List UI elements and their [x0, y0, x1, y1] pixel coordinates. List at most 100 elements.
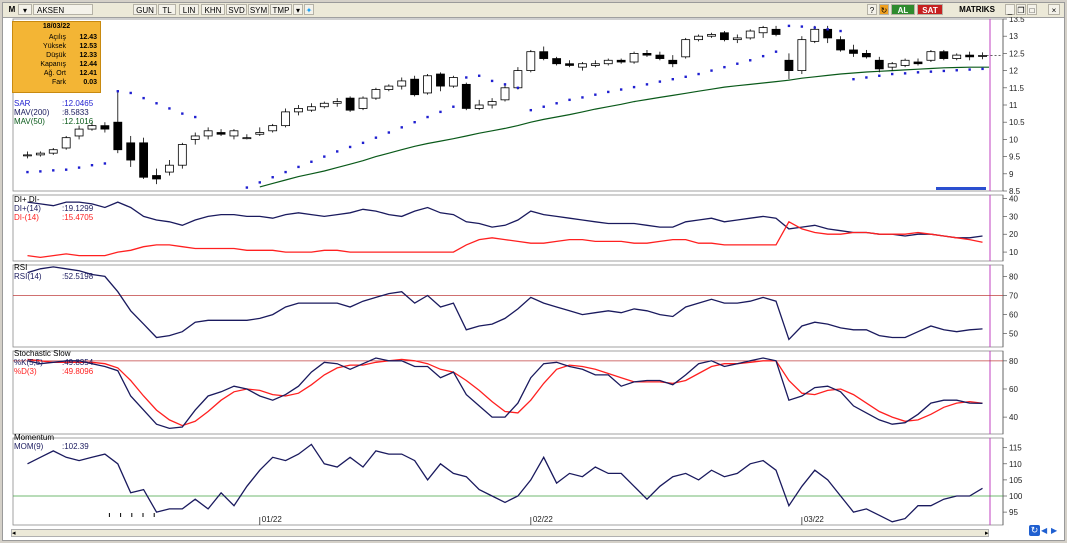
candle: [552, 58, 562, 65]
info-label: Fark: [52, 79, 66, 86]
y-tick-label: 10: [1009, 135, 1018, 144]
legend-mav50: MAV(50) :12.1016: [14, 117, 93, 126]
chevron-down-icon[interactable]: ▾: [293, 4, 303, 15]
candle: [900, 59, 910, 66]
info-icon[interactable]: ?: [867, 4, 877, 15]
legend-rsi-name: RSI(14): [14, 272, 42, 281]
sar-point: [271, 176, 274, 179]
y-tick-label: 13.5: [1009, 17, 1025, 24]
candle: [655, 54, 665, 59]
scroll-left-icon[interactable]: ◂: [12, 530, 16, 537]
volume-button[interactable]: SVD: [226, 4, 247, 15]
legend-stoch-d-value: :49.8096: [62, 367, 94, 376]
legend-momentum-name: MOM(9): [14, 442, 44, 451]
info-value: 12.43: [79, 34, 97, 41]
buy-button[interactable]: AL: [891, 4, 915, 15]
y-tick-label: 12: [1009, 67, 1018, 76]
y-tick-label: 12.5: [1009, 49, 1025, 58]
info-value: 12.41: [79, 70, 97, 77]
series-line-di-14-: [27, 220, 983, 259]
currency-button[interactable]: TL: [158, 4, 176, 15]
legend-diminus: DI-(14):15.4705: [14, 213, 93, 222]
candle: [48, 149, 58, 154]
horizontal-scrollbar[interactable]: [11, 529, 989, 537]
candle: [978, 55, 987, 57]
symbol-dropdown-icon[interactable]: ▾: [18, 4, 32, 15]
candle: [590, 63, 600, 66]
legend-stoch-k-value: :49.8354: [62, 358, 94, 367]
maximize-icon[interactable]: □: [1027, 4, 1037, 15]
candle: [177, 144, 187, 166]
sar-point: [26, 170, 29, 174]
sar-point: [142, 96, 145, 100]
sar-point: [891, 72, 894, 76]
candle: [681, 39, 691, 58]
dmi-title: DI+ DI-: [14, 195, 40, 204]
candle: [771, 28, 781, 35]
y-tick-label: 11.5: [1009, 84, 1025, 93]
sar-point: [697, 72, 700, 76]
info-value: 12.53: [79, 43, 97, 50]
template-button[interactable]: TMP: [270, 4, 292, 15]
y-tick-label: 70: [1009, 292, 1018, 301]
candle: [810, 28, 820, 42]
sar-point: [878, 74, 881, 77]
candle: [61, 137, 71, 149]
series-line-di-14-: [27, 201, 983, 239]
y-tick-label: 60: [1009, 311, 1018, 320]
period-button[interactable]: GUN: [133, 4, 157, 15]
twitter-icon[interactable]: ✦: [304, 4, 314, 15]
sar-point: [749, 59, 752, 62]
sar-point: [787, 24, 791, 28]
sync-icon[interactable]: ↻: [1029, 525, 1040, 536]
sar-point: [103, 162, 107, 165]
sar-point: [968, 68, 971, 71]
sar-point: [310, 160, 313, 163]
candle: [100, 125, 110, 130]
candle: [849, 49, 858, 54]
sar-point: [194, 115, 197, 119]
candle: [642, 53, 652, 56]
sell-button[interactable]: SAT: [917, 4, 943, 15]
close-icon[interactable]: ×: [1048, 4, 1060, 15]
symbol-field[interactable]: AKSEN: [33, 4, 93, 15]
sar-point: [736, 62, 739, 65]
linear-button[interactable]: LIN: [179, 4, 199, 15]
sar-point: [929, 70, 933, 73]
nav-right-icon[interactable]: ▶: [1051, 526, 1058, 535]
candle: [487, 101, 497, 106]
scroll-right-icon[interactable]: ▸: [985, 530, 989, 537]
candle: [397, 80, 407, 87]
restore-icon[interactable]: ❐: [1016, 4, 1026, 15]
symbol-button[interactable]: SYM: [248, 4, 269, 15]
y-tick-label: 80: [1009, 272, 1018, 281]
app-logo: M: [8, 5, 16, 14]
sar-point: [684, 75, 687, 78]
info-label: Yüksek: [43, 43, 66, 50]
sar-point: [348, 145, 352, 149]
candle: [319, 102, 329, 108]
sar-point: [594, 93, 597, 96]
panel-frame: [12, 194, 1004, 262]
nav-left-icon[interactable]: ◀: [1041, 526, 1048, 535]
sar-point: [400, 126, 403, 129]
candle: [384, 85, 394, 90]
minimize-icon[interactable]: _: [1005, 4, 1015, 15]
sar-point: [607, 90, 610, 94]
sar-point: [452, 105, 455, 108]
y-tick-label: 20: [1009, 230, 1018, 239]
legend-momentum: MOM(9):102.39: [14, 442, 89, 451]
sar-point: [916, 71, 920, 74]
candle: [952, 54, 962, 59]
candle: [965, 54, 975, 58]
sar-point: [155, 102, 158, 105]
legend-rsi-value: :52.5198: [62, 272, 94, 281]
chart-area: 13.5 13 12.5 12 11.5 11 10.5 10 9.5 9 8.5 01/22 02/2…: [12, 17, 1025, 526]
candle: [913, 61, 923, 65]
x-tick-label: 02/22: [533, 515, 554, 524]
info-label: Ağ. Ort: [43, 70, 66, 77]
candle-button[interactable]: KHN: [201, 4, 225, 15]
info-row: Açılış 12.43: [13, 33, 100, 42]
series-line--k-5-5-: [27, 357, 983, 430]
refresh-icon[interactable]: ↻: [879, 4, 889, 15]
